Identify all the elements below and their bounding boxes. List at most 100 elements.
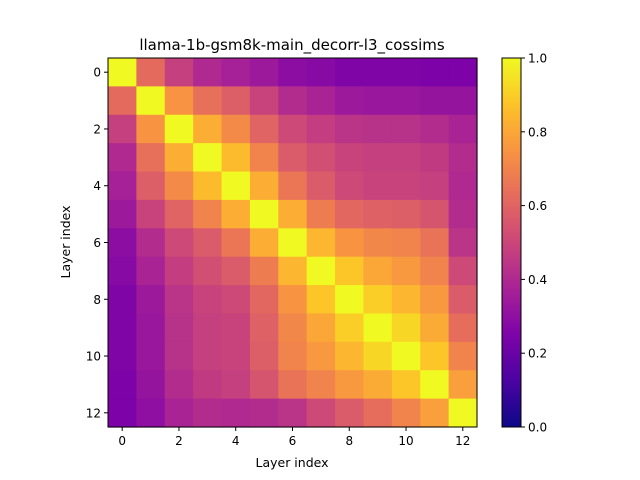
heatmap-cell (335, 370, 365, 400)
heatmap-cell (249, 143, 279, 173)
heatmap-cell (221, 199, 251, 229)
heatmap-cell (335, 86, 365, 116)
heatmap-cell (420, 171, 450, 201)
heatmap-cell (278, 256, 308, 286)
heatmap-cell (164, 171, 194, 201)
heatmap-cell (108, 398, 137, 428)
heatmap-cell (108, 199, 137, 229)
heatmap-cell (193, 199, 223, 229)
x-tick-label: 8 (345, 434, 353, 448)
heatmap-cell (363, 285, 393, 315)
heatmap-cell (136, 199, 166, 229)
heatmap-cell (136, 86, 166, 116)
heatmap-cell (136, 341, 166, 371)
heatmap-cell (448, 285, 478, 315)
heatmap-cell (108, 58, 137, 87)
heatmap-cell (420, 256, 450, 286)
heatmap-cell (391, 86, 421, 116)
heatmap-cell (391, 143, 421, 173)
heatmap-cell (249, 171, 279, 201)
x-axis-ticks: 0 2 4 6 8 10 12 (118, 427, 470, 448)
y-tick-label: 8 (93, 293, 101, 307)
heatmap-cell (363, 341, 393, 371)
y-tick-label: 12 (86, 406, 101, 420)
colorbar-tick-label: 0.4 (528, 273, 547, 287)
heatmap-cell (363, 171, 393, 201)
heatmap-cell (420, 143, 450, 173)
heatmap-cell (221, 171, 251, 201)
heatmap-cell (136, 143, 166, 173)
heatmap-cell (108, 341, 137, 371)
heatmap-cell (363, 228, 393, 258)
heatmap-cell (108, 171, 137, 201)
heatmap-cell (221, 341, 251, 371)
heatmap-cell (164, 58, 194, 87)
heatmap-cell (278, 285, 308, 315)
heatmap-cell (335, 285, 365, 315)
heatmap-cell (306, 58, 336, 87)
heatmap-cell (391, 341, 421, 371)
heatmap-cell (391, 285, 421, 315)
y-tick-label: 10 (86, 350, 101, 364)
heatmap-cell (193, 285, 223, 315)
heatmap-cell (448, 228, 478, 258)
colorbar-tick-label: 1.0 (528, 52, 547, 66)
heatmap-cell (448, 86, 478, 116)
heatmap-cell (249, 370, 279, 400)
y-axis-ticks: 0 2 4 6 8 10 12 (86, 66, 108, 420)
colorbar (501, 57, 522, 428)
heatmap-cell (306, 341, 336, 371)
heatmap-cell (193, 143, 223, 173)
heatmap-cell (306, 256, 336, 286)
heatmap-cell (391, 370, 421, 400)
heatmap-cell (448, 58, 478, 87)
heatmap-cell (448, 341, 478, 371)
heatmap-cell (306, 313, 336, 343)
heatmap-cell (335, 341, 365, 371)
heatmap-cell (391, 313, 421, 343)
y-tick-label: 2 (93, 122, 101, 136)
heatmap-cell (448, 199, 478, 229)
x-tick-label: 10 (398, 434, 413, 448)
heatmap-cell (164, 143, 194, 173)
heatmap-cell (193, 86, 223, 116)
colorbar-tick-label: 0.6 (528, 199, 547, 213)
heatmap-cell (136, 58, 166, 87)
heatmap-cell (278, 370, 308, 400)
heatmap-cell (193, 114, 223, 144)
heatmap-cell (164, 86, 194, 116)
heatmap-cell (164, 114, 194, 144)
heatmap-cell (221, 86, 251, 116)
heatmap-cell (249, 199, 279, 229)
heatmap-cell (420, 313, 450, 343)
heatmap-cell (221, 313, 251, 343)
colorbar-tick-label: 0.2 (528, 347, 547, 361)
heatmap-cell (306, 171, 336, 201)
heatmap-cell (193, 313, 223, 343)
heatmap-cell (391, 58, 421, 87)
heatmap-cell (108, 285, 137, 315)
heatmap-cell (363, 86, 393, 116)
heatmap-cell (193, 171, 223, 201)
heatmap-cell (448, 143, 478, 173)
heatmap-cell (363, 256, 393, 286)
heatmap-cell (164, 398, 194, 428)
colorbar-ticks: 0.0 0.2 0.4 0.6 0.8 1.0 (521, 52, 547, 435)
heatmap-cell (164, 256, 194, 286)
y-tick-label: 0 (93, 66, 101, 80)
heatmap-cell (136, 285, 166, 315)
heatmap-cell (278, 228, 308, 258)
heatmap-cell (164, 199, 194, 229)
heatmap-cell (108, 313, 137, 343)
x-tick-label: 2 (175, 434, 183, 448)
heatmap-cell (249, 228, 279, 258)
heatmap-cell (193, 370, 223, 400)
heatmap-cell (278, 143, 308, 173)
heatmap-cell (306, 285, 336, 315)
heatmap-cell (164, 341, 194, 371)
heatmap-cell (335, 171, 365, 201)
heatmap-cell (335, 228, 365, 258)
heatmap-cell (193, 58, 223, 87)
heatmap-cell (335, 398, 365, 428)
x-tick-label: 0 (118, 434, 126, 448)
